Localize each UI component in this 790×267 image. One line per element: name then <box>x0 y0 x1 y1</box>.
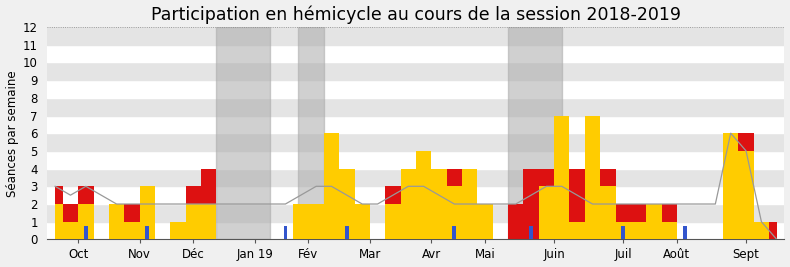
Bar <box>47 151 784 169</box>
Bar <box>47 27 784 45</box>
Y-axis label: Séances par semaine: Séances par semaine <box>6 70 18 197</box>
Bar <box>47 222 784 239</box>
Bar <box>47 98 784 116</box>
Bar <box>84 226 88 239</box>
Bar <box>47 169 784 186</box>
Bar <box>47 116 784 133</box>
Bar <box>216 27 270 239</box>
Bar <box>47 204 784 222</box>
Bar <box>621 226 625 239</box>
Bar <box>453 226 457 239</box>
Bar <box>47 186 784 204</box>
Bar <box>683 226 687 239</box>
Bar <box>508 27 562 239</box>
Bar <box>47 45 784 62</box>
Bar <box>47 62 784 80</box>
Title: Participation en hémicycle au cours de la session 2018-2019: Participation en hémicycle au cours de l… <box>151 6 681 24</box>
Bar <box>145 226 149 239</box>
Bar <box>47 80 784 98</box>
Bar <box>529 226 533 239</box>
Bar <box>284 226 288 239</box>
Bar <box>345 226 348 239</box>
Bar <box>47 133 784 151</box>
Bar <box>298 27 324 239</box>
